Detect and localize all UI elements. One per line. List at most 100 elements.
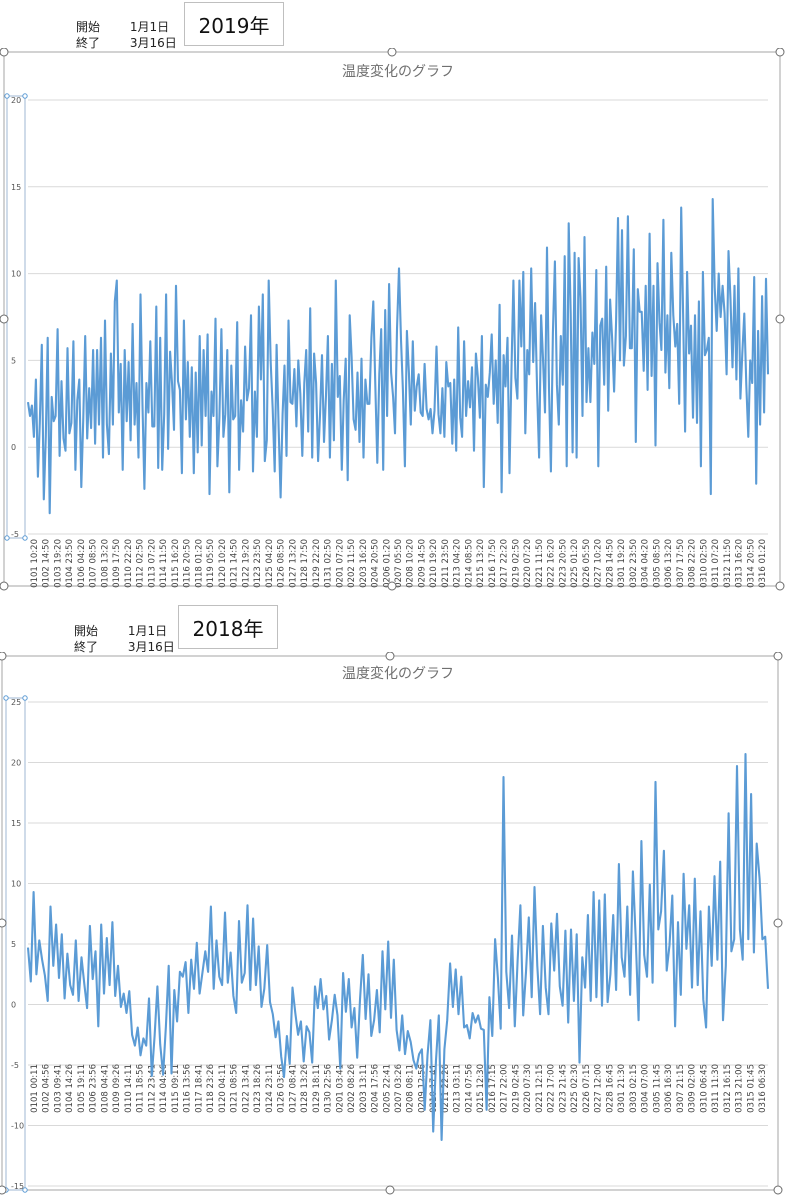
x-tick-label: 0108 13:20 xyxy=(100,539,110,588)
x-tick-label: 0223 21:45 xyxy=(558,1064,568,1113)
x-tick-label: 0215 12:30 xyxy=(476,1064,486,1113)
year-label-2018: 2018年 xyxy=(178,605,278,649)
x-tick-label: 0313 16:20 xyxy=(735,539,745,588)
y-tick-label: 5 xyxy=(11,356,16,365)
y-tick-label: -15 xyxy=(11,1182,24,1191)
x-tick-label: 0316 01:20 xyxy=(758,539,768,588)
x-tick-label: 0203 13:11 xyxy=(359,1064,369,1113)
x-tick-label: 0208 10:20 xyxy=(406,539,416,588)
start-label: 開始 xyxy=(74,624,99,638)
x-tick-label: 0202 11:50 xyxy=(347,539,357,588)
x-tick-label: 0201 07:20 xyxy=(335,539,345,588)
y-tick-label: -5 xyxy=(11,530,19,539)
x-tick-label: 0123 18:26 xyxy=(253,1064,263,1113)
x-tick-label: 0129 22:20 xyxy=(312,539,322,588)
resize-handle[interactable] xyxy=(0,314,9,324)
resize-handle[interactable] xyxy=(385,652,395,661)
x-tick-label: 0110 14:11 xyxy=(124,1064,134,1113)
resize-handle[interactable] xyxy=(0,1185,7,1195)
x-tick-label: 0220 07:20 xyxy=(523,539,533,588)
x-tick-label: 0210 19:20 xyxy=(429,539,439,588)
resize-handle[interactable] xyxy=(387,581,397,591)
x-tick-label: 0128 13:26 xyxy=(300,1064,310,1113)
x-tick-label: 0107 08:50 xyxy=(89,539,99,588)
resize-handle[interactable] xyxy=(385,1185,395,1195)
y-tick-label: 15 xyxy=(11,819,21,828)
x-tick-label: 0201 03:41 xyxy=(335,1064,345,1113)
y-tick-label: 20 xyxy=(11,759,21,768)
x-tick-label: 0222 16:20 xyxy=(547,539,557,588)
x-tick-label: 0220 07:30 xyxy=(523,1064,533,1113)
x-tick-label: 0124 23:11 xyxy=(265,1064,275,1113)
x-tick-label: 0103 19:20 xyxy=(53,539,63,588)
x-tick-label: 0111 18:56 xyxy=(136,1064,146,1113)
x-tick-label: 0306 16:30 xyxy=(664,1064,674,1113)
start-value: 1月1日 xyxy=(129,20,170,34)
x-tick-label: 0213 04:20 xyxy=(453,539,463,588)
resize-handle[interactable] xyxy=(0,652,7,661)
resize-handle[interactable] xyxy=(387,48,397,57)
resize-handle[interactable] xyxy=(775,48,785,57)
x-tick-label: 0227 12:00 xyxy=(594,1064,604,1113)
resize-handle[interactable] xyxy=(773,652,783,661)
x-tick-label: 0104 23:50 xyxy=(65,539,75,588)
series-line xyxy=(26,197,770,515)
x-tick-label: 0214 07:56 xyxy=(464,1064,474,1113)
x-tick-label: 0228 14:50 xyxy=(605,539,615,588)
x-tick-label: 0106 23:56 xyxy=(89,1064,99,1113)
axis-handle xyxy=(3,695,9,701)
y-tick-label: 0 xyxy=(11,443,16,452)
x-tick-label: 0315 01:45 xyxy=(746,1064,756,1113)
x-tick-label: 0126 03:56 xyxy=(277,1064,287,1113)
start-row: 開始 1月1日 xyxy=(74,623,175,639)
x-tick-label: 0128 17:50 xyxy=(300,539,310,588)
x-tick-label: 0115 09:11 xyxy=(171,1064,181,1113)
x-tick-label: 0316 06:30 xyxy=(758,1064,768,1113)
x-tick-label: 0303 02:15 xyxy=(629,1064,639,1113)
end-row: 終了 3月16日 xyxy=(74,639,175,655)
x-tick-label: 0127 13:20 xyxy=(288,539,298,588)
x-tick-label: 0221 11:50 xyxy=(535,539,545,588)
x-tick-label: 0129 18:11 xyxy=(312,1064,322,1113)
axis-handle xyxy=(22,1187,28,1193)
resize-handle[interactable] xyxy=(773,1185,783,1195)
x-tick-label: 0120 04:11 xyxy=(218,1064,228,1113)
end-label: 終了 xyxy=(74,640,99,654)
x-tick-label: 0213 03:11 xyxy=(453,1064,463,1113)
resize-handle[interactable] xyxy=(0,918,7,928)
resize-handle[interactable] xyxy=(0,48,9,57)
resize-handle[interactable] xyxy=(775,581,785,591)
chart-title: 温度変化のグラフ xyxy=(342,63,454,80)
x-tick-label: 0311 07:20 xyxy=(711,539,721,588)
x-tick-label: 0227 10:20 xyxy=(594,539,604,588)
x-tick-label: 0109 17:50 xyxy=(112,539,122,588)
x-tick-label: 0305 11:45 xyxy=(652,1064,662,1113)
x-tick-label: 0115 16:20 xyxy=(171,539,181,588)
x-tick-label: 0113 07:20 xyxy=(147,539,157,588)
x-tick-label: 0216 17:15 xyxy=(488,1064,498,1113)
x-tick-label: 0103 09:41 xyxy=(53,1064,63,1113)
x-tick-label: 0130 22:56 xyxy=(324,1064,334,1113)
y-tick-label: 15 xyxy=(11,183,21,192)
resize-handle[interactable] xyxy=(775,314,785,324)
x-tick-label: 0214 08:50 xyxy=(464,539,474,588)
x-tick-label: 0122 19:20 xyxy=(241,539,251,588)
resize-handle[interactable] xyxy=(773,918,783,928)
end-value: 3月16日 xyxy=(129,36,177,50)
x-tick-label: 0307 21:15 xyxy=(676,1064,686,1113)
resize-handle[interactable] xyxy=(0,581,9,591)
x-tick-label: 0217 22:00 xyxy=(500,1064,510,1113)
x-tick-label: 0305 08:50 xyxy=(652,539,662,588)
x-tick-label: 0127 08:41 xyxy=(288,1064,298,1113)
x-tick-label: 0301 19:20 xyxy=(617,539,627,588)
chart-2018[interactable]: 温度変化のグラフ -15 -10 -5 0 5 10 15 20 25 0101 00:11 0102… xyxy=(0,652,792,1200)
x-tick-label: 0121 08:56 xyxy=(230,1064,240,1113)
x-tick-label: 0204 17:56 xyxy=(371,1064,381,1113)
x-tick-label: 0311 11:30 xyxy=(711,1064,721,1113)
x-tick-label: 0314 20:50 xyxy=(746,539,756,588)
x-tick-label: 0309 02:00 xyxy=(688,1064,698,1113)
x-tick-label: 0308 22:20 xyxy=(688,539,698,588)
y-tick-label: 25 xyxy=(11,698,21,707)
x-tick-label: 0307 17:50 xyxy=(676,539,686,588)
